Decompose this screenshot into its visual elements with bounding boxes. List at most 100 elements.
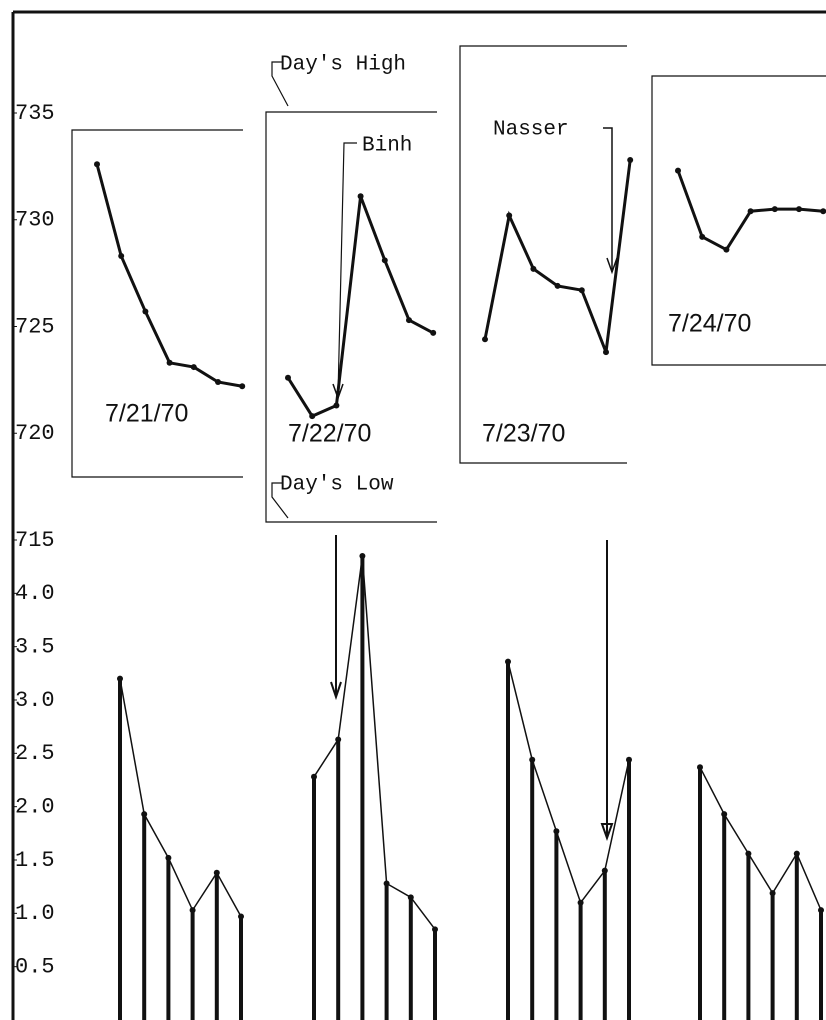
volume-bar [142,814,147,1020]
price-point [94,161,100,168]
volume-bar [384,883,389,1020]
annotation: Day's Low [280,474,394,497]
volume-point [745,850,752,857]
price-line [483,159,632,353]
nasser-pointer [603,127,613,272]
price-point [530,265,537,272]
price-point [747,208,754,215]
date-label: 7/22/70 [288,420,371,448]
low-bracket [271,482,289,519]
y-tick-label: 735 [15,101,55,126]
volume-bar [746,853,751,1020]
price-point [166,359,173,366]
price-point [723,246,730,253]
volume-point [165,854,172,861]
volume-bar [506,661,510,1020]
y-tick-label: 2.5 [15,741,55,766]
price-point [309,413,316,420]
volume-point [769,890,776,897]
y-tick-label: 1.0 [15,901,55,926]
price-point [430,329,437,336]
date-label: 7/21/70 [105,400,188,428]
price-point [118,253,125,260]
volume-bar [819,910,823,1020]
volume-point [383,880,390,887]
volume-point [793,850,800,857]
price-point [627,156,634,163]
volume-point [697,764,703,771]
volume-line [313,555,436,930]
volume-point [553,828,560,835]
y-tick-label: 3.0 [15,688,55,713]
y-tick-label: 715 [15,528,55,553]
date-label: 7/23/70 [482,420,565,448]
volume-bar [166,857,171,1020]
binh-volume-arrowhead [330,681,342,701]
volume-line [699,766,822,911]
price-point [381,257,388,264]
price-point [285,374,291,381]
y-tick-label: 1.5 [15,848,55,873]
volume-line [507,661,630,905]
volume-bar [408,897,413,1020]
price-point [699,233,706,240]
volume-bar [336,739,341,1020]
volume-bar [722,814,727,1020]
price-point [603,349,609,356]
day-box [651,75,826,366]
price-point [190,364,197,371]
volume-point [141,811,148,818]
volume-bar [312,776,316,1020]
price-line [95,163,243,388]
annotation: Binh [362,135,412,158]
y-tick-label: 725 [15,314,55,339]
y-tick-label: 0.5 [15,954,55,979]
y-tick-label: 2.0 [15,794,55,819]
price-point [215,379,221,386]
nasser-arrowhead [606,257,618,275]
volume-point [601,867,608,874]
volume-bar [698,767,702,1020]
volume-point [117,675,123,682]
volume-point [577,899,584,906]
volume-point [189,907,196,914]
nasser-volume-arrowhead [600,823,614,841]
volume-bar [239,916,243,1020]
price-point [675,167,681,174]
annotation: Nasser [493,119,569,142]
volume-point [529,756,536,763]
day-box [71,129,243,478]
volume-bar [190,910,195,1020]
price-point [357,193,364,200]
price-point [771,206,778,213]
price-point [333,402,340,409]
volume-bar [214,872,219,1020]
date-label: 7/24/70 [668,310,751,338]
volume-point [213,869,220,876]
volume-line [119,678,242,917]
volume-point [818,907,824,914]
annotation: Day's High [280,54,406,77]
price-point [142,308,149,315]
day-box [265,111,437,523]
price-point [506,212,513,219]
y-tick-label: 4.0 [15,581,55,606]
price-line [286,195,434,419]
price-point [406,317,412,324]
price-point [820,208,826,215]
y-tick-label: 3.5 [15,634,55,659]
volume-bar [770,893,775,1020]
high-bracket [271,61,289,107]
volume-bar [627,759,631,1020]
y-tick-label: 730 [15,208,55,233]
price-point [578,287,585,294]
binh-pointer [337,142,357,396]
price-point [796,206,802,213]
price-point [482,336,488,343]
volume-point [335,736,342,743]
volume-bar [433,929,437,1020]
volume-bar [794,853,799,1020]
volume-point [626,756,632,763]
volume-bar [554,831,559,1020]
volume-point [238,913,244,920]
